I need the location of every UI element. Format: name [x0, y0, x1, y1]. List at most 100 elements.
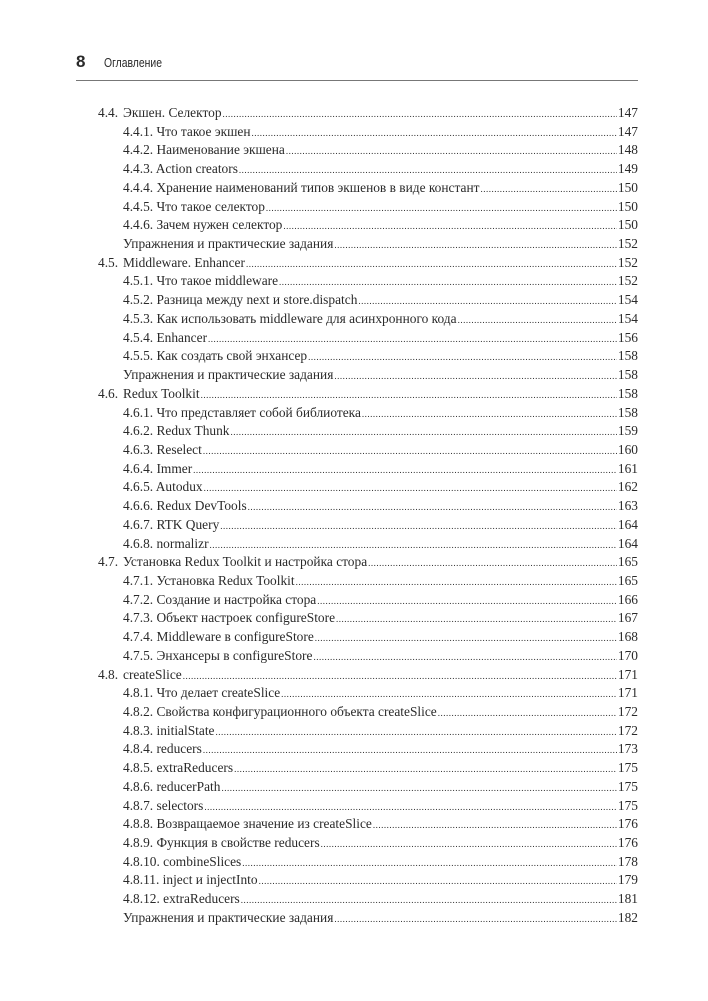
toc-subsection[interactable]: 4.4.3. Action creators 149 [98, 160, 638, 179]
toc-subsection[interactable]: 4.6.2. Redux Thunk 159 [98, 422, 638, 441]
toc-subsection[interactable]: 4.8.2. Свойства конфигурационного объект… [98, 703, 638, 722]
toc-subsection[interactable]: 4.4.5. Что такое селектор 150 [98, 198, 638, 217]
toc-subsection[interactable]: 4.8.3. initialState 172 [98, 722, 638, 741]
toc-subsection[interactable]: 4.8.10. combineSlices 178 [98, 853, 638, 872]
toc-page-number: 165 [617, 554, 638, 570]
toc-page-number: 164 [617, 516, 638, 532]
toc-subsection[interactable]: 4.6.6. Redux DevTools 163 [98, 497, 638, 516]
toc-title: 4.4.4. Хранение наименований типов экшен… [123, 179, 480, 195]
toc-subsection[interactable]: 4.5.5. Как создать свой энхансер 158 [98, 347, 638, 366]
toc-page-number: 164 [617, 535, 638, 551]
dot-leader [239, 160, 617, 180]
toc-section[interactable]: 4.6.Redux Toolkit 158 [98, 385, 638, 404]
toc-subsection[interactable]: 4.8.4. reducers 173 [98, 740, 638, 759]
toc-title: 4.6.8. normalizr [123, 535, 209, 551]
toc-subsection[interactable]: 4.6.5. Autodux 162 [98, 478, 638, 497]
toc-title: 4.4.6. Зачем нужен селектор [123, 217, 283, 233]
toc-title: 4.6.4. Immer [123, 460, 193, 476]
dot-leader [281, 684, 617, 704]
toc-subsection[interactable]: 4.7.2. Создание и настройка стора 166 [98, 591, 638, 610]
toc-subsection[interactable]: 4.7.3. Объект настроек configureStore 167 [98, 609, 638, 628]
toc-subsection[interactable]: 4.6.7. RTK Query 164 [98, 516, 638, 535]
toc-title: 4.4.2. Наименование экшена [123, 142, 285, 158]
toc-title: 4.8.5. extraReducers [123, 760, 234, 776]
toc-title: Упражнения и практические задания [123, 236, 334, 252]
dot-leader [210, 535, 617, 555]
toc-section[interactable]: 4.7. Установка Redux Toolkit и настройка … [98, 553, 638, 572]
toc-subsection[interactable]: 4.4.6. Зачем нужен селектор 150 [98, 216, 638, 235]
toc-subsection[interactable]: Упражнения и практические задания 152 [98, 235, 638, 254]
toc-title: 4.5.4. Enhancer [123, 329, 208, 345]
toc-title: 4.6.7. RTK Query [123, 516, 220, 532]
toc-page-number: 171 [617, 666, 638, 682]
toc-subsection[interactable]: 4.8.8. Возвращаемое значение из createSl… [98, 815, 638, 834]
toc-page-number: 148 [617, 142, 638, 158]
toc-title: 4.5.5. Как создать свой энхансер [123, 348, 308, 364]
toc-page-number: 158 [617, 385, 638, 401]
toc-page-number: 175 [617, 760, 638, 776]
toc-subsection[interactable]: 4.8.9. Функция в свойстве reducers 176 [98, 834, 638, 853]
toc-subsection[interactable]: 4.4.4. Хранение наименований типов экшен… [98, 179, 638, 198]
toc-title: Экшен. Селектор [123, 105, 222, 120]
toc-title: 4.6.6. Redux DevTools [123, 498, 247, 514]
dot-leader [259, 871, 617, 891]
dot-leader [203, 441, 617, 461]
toc-title: Redux Toolkit [123, 385, 200, 401]
toc-page-number: 147 [617, 123, 638, 139]
toc-page-number: 147 [617, 105, 638, 120]
toc-page-number: 163 [617, 498, 638, 514]
dot-leader [246, 254, 617, 274]
dot-leader [204, 797, 617, 817]
toc-subsection[interactable]: 4.6.4. Immer 161 [98, 460, 638, 479]
dot-leader [203, 740, 617, 760]
dot-leader [204, 478, 617, 498]
toc-subsection[interactable]: 4.6.1. Что представляет собой библиотека… [98, 404, 638, 423]
toc-subsection[interactable]: 4.4.1. Что такое экшен 147 [98, 123, 638, 142]
toc-subsection[interactable]: 4.5.4. Enhancer 156 [98, 329, 638, 348]
dot-leader [242, 853, 617, 873]
toc-title: 4.8.4. reducers [123, 741, 202, 757]
toc-subsection[interactable]: 4.8.11. inject и injectInto 179 [98, 871, 638, 890]
toc-subsection[interactable]: 4.6.3. Reselect 160 [98, 441, 638, 460]
toc-title: 4.4.3. Action creators [123, 161, 238, 177]
toc-title: Middleware. Enhancer [123, 254, 245, 270]
toc-section[interactable]: 4.5.Middleware. Enhancer 152 [98, 254, 638, 273]
toc-subsection[interactable]: 4.8.12. extraReducers 181 [98, 890, 638, 909]
toc-page-number: 154 [617, 310, 638, 326]
toc-subsection[interactable]: 4.7.1. Установка Redux Toolkit 165 [98, 572, 638, 591]
toc-title: 4.7.2. Создание и настройка стора [123, 591, 317, 607]
toc-page-number: 176 [617, 835, 638, 851]
toc-subsection[interactable]: 4.7.4. Middleware в configureStore 168 [98, 628, 638, 647]
dot-leader [334, 235, 617, 255]
dot-leader [201, 385, 617, 405]
toc-page-number: 170 [617, 647, 638, 663]
toc-page-number: 154 [617, 292, 638, 308]
toc-page-number: 160 [617, 441, 638, 457]
toc-subsection[interactable]: 4.8.1. Что делает createSlice 171 [98, 684, 638, 703]
toc-page-number: 152 [617, 236, 638, 252]
toc-subsection[interactable]: 4.8.5. extraReducers 175 [98, 759, 638, 778]
toc-section[interactable]: 4.4. Экшен. Селектор 147 [98, 104, 638, 123]
dot-leader [286, 141, 617, 161]
toc-subsection[interactable]: 4.7.5. Энхансеры в configureStore 170 [98, 647, 638, 666]
toc-page-number: 175 [617, 778, 638, 794]
toc-section[interactable]: 4.8.createSlice 171 [98, 666, 638, 685]
toc-subsection[interactable]: 4.5.3. Как использовать middleware для а… [98, 310, 638, 329]
toc-subsection[interactable]: 4.5.2. Разница между next и store.dispat… [98, 291, 638, 310]
toc-subsection[interactable]: 4.8.6. reducerPath 175 [98, 778, 638, 797]
toc-subsection[interactable]: 4.6.8. normalizr 164 [98, 535, 638, 554]
toc-subsection[interactable]: 4.8.7. selectors 175 [98, 797, 638, 816]
toc-subsection[interactable]: 4.4.2. Наименование экшена 148 [98, 141, 638, 160]
toc-title: 4.5.1. Что такое middleware [123, 273, 279, 289]
dot-leader [362, 404, 617, 424]
dot-leader [334, 366, 617, 386]
toc-subsection[interactable]: 4.5.1. Что такое middleware 152 [98, 272, 638, 291]
dot-leader [241, 890, 617, 910]
toc-title: Упражнения и практические задания [123, 367, 334, 383]
toc-page-number: 165 [617, 572, 638, 588]
toc-subsection[interactable]: Упражнения и практические задания 158 [98, 366, 638, 385]
toc-title: 4.5.3. Как использовать middleware для а… [123, 310, 457, 326]
toc-subsection[interactable]: Упражнения и практические задания 182 [98, 909, 638, 928]
dot-leader [248, 497, 617, 517]
dot-leader [231, 422, 617, 442]
